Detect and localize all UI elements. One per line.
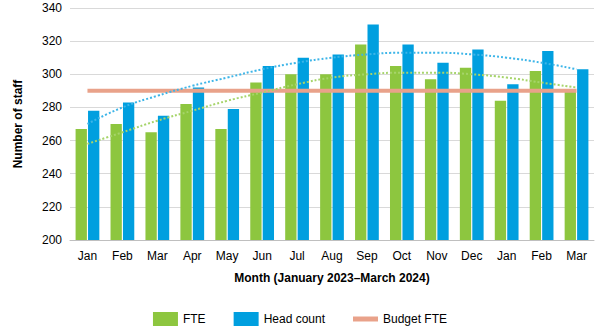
svg-text:Sep: Sep bbox=[356, 249, 378, 263]
svg-text:Month (January 2023–March 2024: Month (January 2023–March 2024) bbox=[234, 271, 429, 285]
svg-text:FTE: FTE bbox=[183, 312, 206, 326]
svg-text:Budget FTE: Budget FTE bbox=[383, 312, 447, 326]
svg-text:220: 220 bbox=[42, 200, 62, 214]
svg-text:300: 300 bbox=[42, 67, 62, 81]
svg-text:Mar: Mar bbox=[147, 249, 168, 263]
svg-text:280: 280 bbox=[42, 100, 62, 114]
svg-text:Jan: Jan bbox=[78, 249, 97, 263]
svg-text:Jun: Jun bbox=[252, 249, 271, 263]
svg-text:340: 340 bbox=[42, 1, 62, 15]
svg-text:Jul: Jul bbox=[289, 249, 304, 263]
svg-text:320: 320 bbox=[42, 34, 62, 48]
svg-text:Feb: Feb bbox=[531, 249, 552, 263]
svg-text:Feb: Feb bbox=[112, 249, 133, 263]
svg-text:Aug: Aug bbox=[321, 249, 342, 263]
svg-text:Oct: Oct bbox=[393, 249, 412, 263]
svg-text:Head count: Head count bbox=[264, 312, 326, 326]
svg-text:Jan: Jan bbox=[497, 249, 516, 263]
svg-text:260: 260 bbox=[42, 134, 62, 148]
svg-text:Nov: Nov bbox=[426, 249, 447, 263]
svg-text:Number of staff: Number of staff bbox=[11, 79, 25, 169]
svg-text:May: May bbox=[216, 249, 239, 263]
svg-text:240: 240 bbox=[42, 167, 62, 181]
svg-text:Dec: Dec bbox=[461, 249, 482, 263]
svg-text:Mar: Mar bbox=[566, 249, 587, 263]
svg-text:200: 200 bbox=[42, 233, 62, 247]
svg-text:Apr: Apr bbox=[183, 249, 202, 263]
